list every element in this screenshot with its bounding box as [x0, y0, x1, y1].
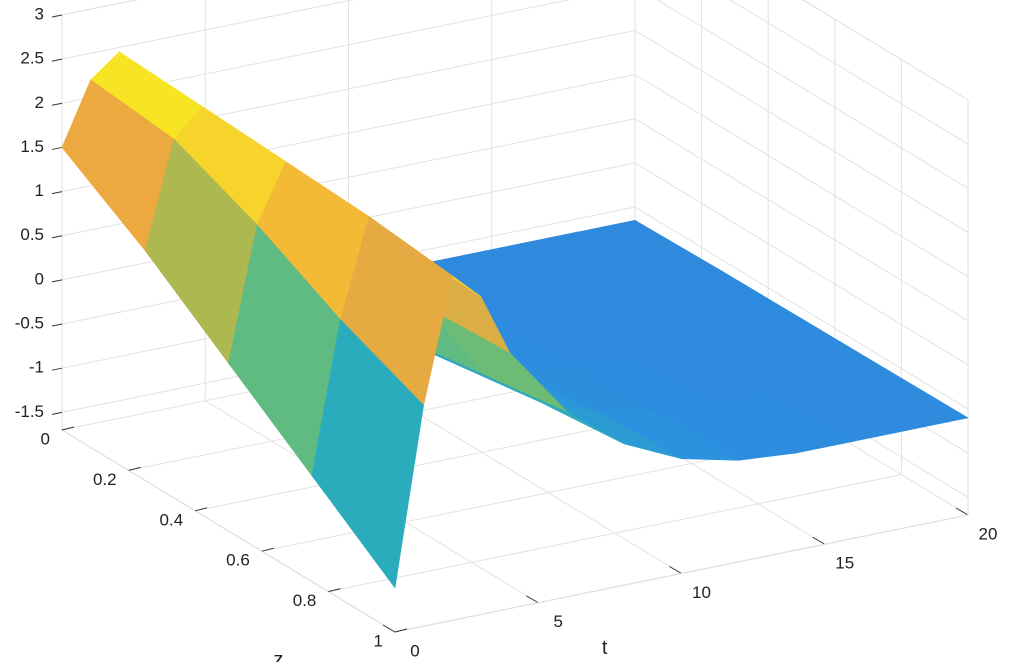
grid-line — [634, 162, 969, 366]
tick-mark — [51, 146, 63, 150]
v-tick-label: 2 — [35, 93, 44, 112]
tick-mark — [61, 426, 75, 431]
grid-line — [729, 0, 969, 145]
tick-mark — [51, 279, 63, 283]
tick-mark — [51, 411, 63, 415]
grid-line — [634, 74, 969, 278]
v-tick-label: -0.5 — [15, 314, 44, 333]
grid-line — [394, 514, 969, 633]
tick-mark — [51, 323, 63, 327]
grid-line — [634, 30, 969, 233]
box-edge — [61, 0, 969, 101]
v-tick-label: 0 — [35, 269, 44, 288]
tick-mark — [812, 536, 826, 545]
grid-line — [634, 118, 969, 322]
v-tick-label: 3 — [35, 4, 44, 23]
axis-labels: 0 5 10 15 20 0 0.2 0.4 0.6 0.8 1 -1.5 -1 -0.5 0 0.5 1 1.5… — [15, 4, 998, 667]
y-axis-label: z — [273, 649, 283, 662]
y-tick-label: 0.6 — [226, 551, 250, 570]
x-tick-label: 10 — [692, 583, 711, 602]
y-tick-label: 1 — [374, 631, 383, 650]
tick-mark — [51, 58, 63, 62]
y-tick-label: 0.8 — [293, 591, 317, 610]
grid-line — [61, 429, 396, 633]
x-tick-label: 20 — [979, 524, 998, 543]
tick-mark — [669, 566, 682, 574]
tick-mark — [51, 14, 63, 18]
x-axis-label: t — [602, 637, 608, 659]
x-tick-label: 5 — [554, 612, 563, 631]
tick-mark — [261, 547, 274, 552]
y-tick-label: 0.4 — [160, 510, 184, 529]
tick-mark — [525, 595, 539, 604]
y-tick-label: 0.2 — [93, 470, 117, 489]
surface-patch — [311, 318, 424, 589]
tick-mark — [51, 191, 63, 195]
v-tick-label: 1.5 — [20, 137, 44, 156]
tick-mark — [195, 507, 208, 512]
x-tick-label: 0 — [410, 641, 419, 660]
tick-mark — [394, 628, 408, 633]
surface — [61, 51, 969, 589]
grid-line — [328, 474, 902, 593]
tick-mark — [128, 466, 141, 471]
grid-line — [802, 0, 969, 101]
grid-line — [61, 0, 355, 60]
x-tick-label: 15 — [835, 554, 854, 573]
grid-line — [634, 206, 969, 410]
tick-mark — [955, 507, 969, 516]
v-tick-label: 1 — [35, 181, 44, 200]
v-tick-label: 2.5 — [20, 49, 44, 68]
v-tick-label: -1.5 — [15, 402, 44, 421]
tick-mark — [51, 102, 63, 106]
y-tick-label: 0 — [41, 429, 50, 448]
tick-mark — [51, 367, 63, 371]
tick-mark — [382, 624, 396, 633]
tick-mark — [328, 588, 341, 593]
v-tick-label: -1 — [29, 358, 44, 377]
v-tick-label: 0.5 — [20, 225, 44, 244]
grid-line — [656, 0, 969, 189]
tick-mark — [51, 235, 63, 239]
